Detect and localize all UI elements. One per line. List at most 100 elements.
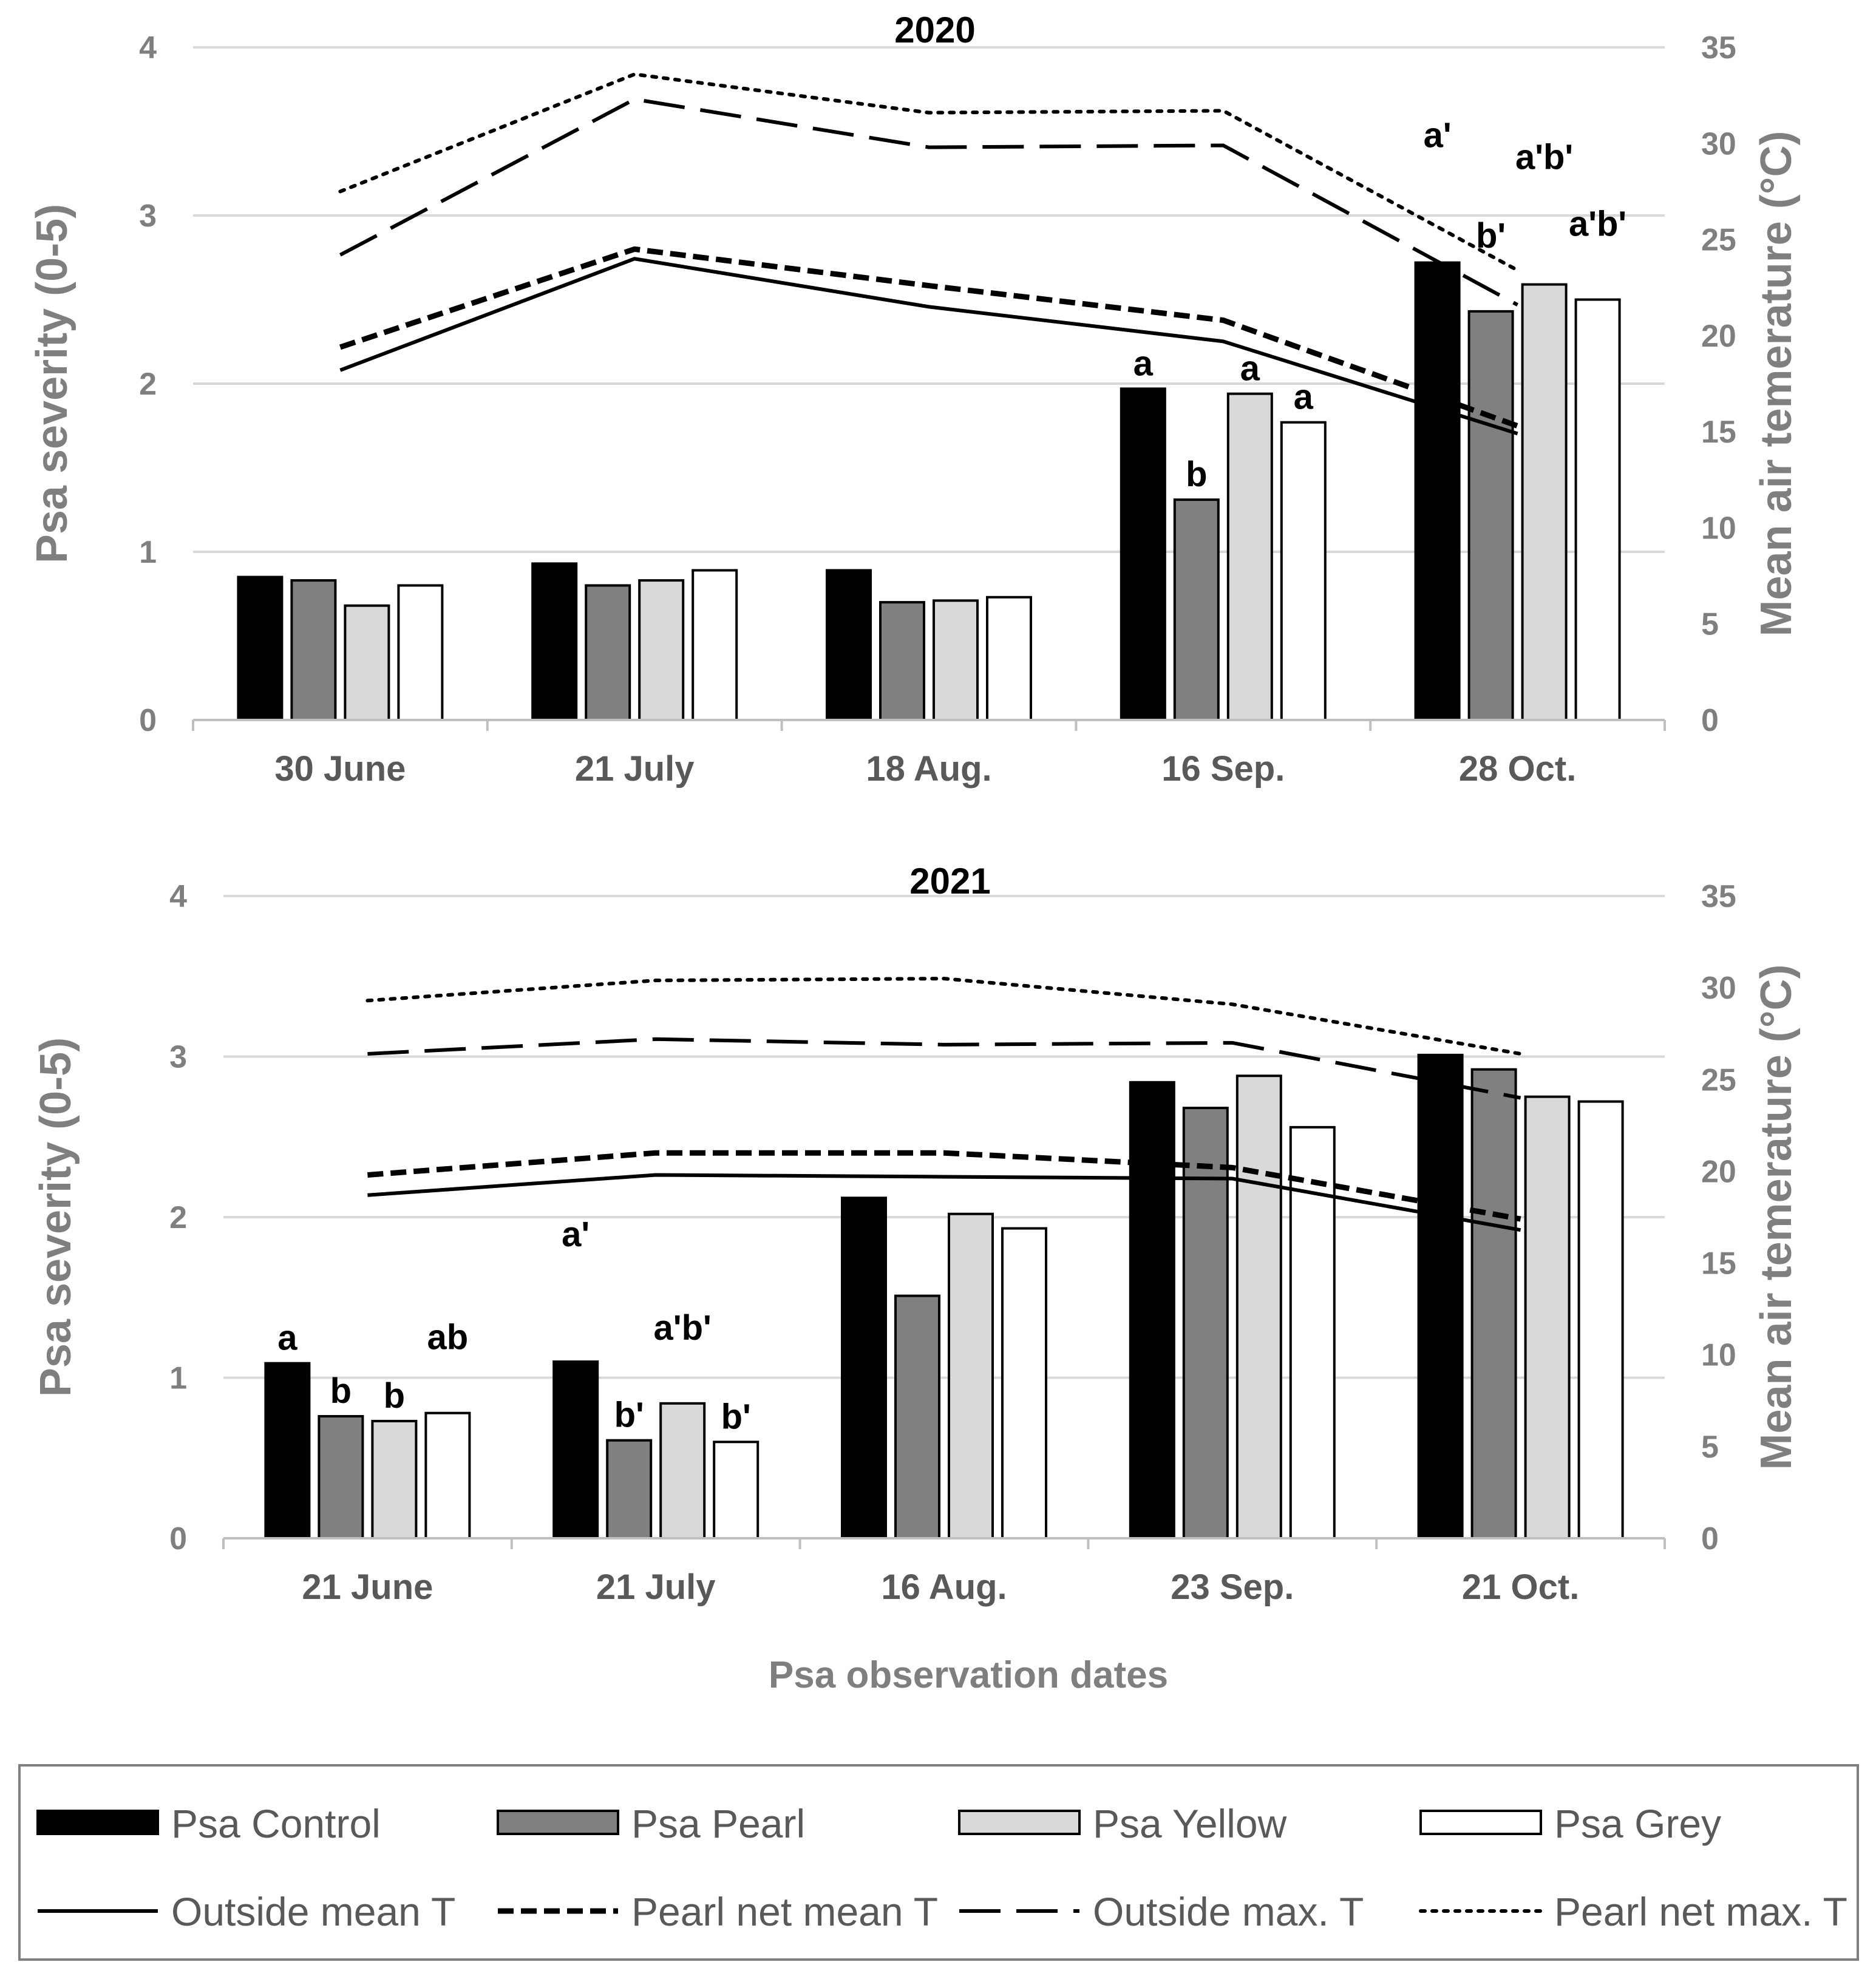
x-axis-title: Psa observation dates bbox=[769, 1654, 1168, 1696]
legend-swatch-control bbox=[36, 1810, 159, 1835]
y2-axis-title: Mean air temerature (°C) bbox=[1752, 131, 1801, 636]
legend-label-net_mean: Pearl net mean T bbox=[631, 1889, 938, 1934]
y2-tick-label: 35 bbox=[1701, 30, 1736, 66]
bar-grey bbox=[692, 569, 738, 721]
chart-title: 2020 bbox=[894, 10, 975, 50]
line-out_mean bbox=[339, 257, 1518, 436]
y-tick-label: 1 bbox=[139, 535, 157, 570]
y-axis-title: Psa severity (0-5) bbox=[28, 204, 76, 563]
significance-label: b bbox=[330, 1371, 352, 1411]
bar-control bbox=[1129, 1081, 1175, 1539]
bar-grey bbox=[397, 584, 444, 722]
y-tick-label: 3 bbox=[169, 1040, 187, 1075]
significance-label: b' bbox=[614, 1396, 644, 1435]
category-label: 23 Sep. bbox=[1171, 1567, 1294, 1607]
bar-grey bbox=[1574, 298, 1621, 721]
category-label: 16 Aug. bbox=[881, 1567, 1007, 1607]
line-net_mean bbox=[339, 246, 1519, 429]
legend-label-pearl: Psa Pearl bbox=[631, 1801, 805, 1846]
significance-label: a bbox=[1294, 378, 1314, 417]
significance-label: a bbox=[277, 1319, 297, 1358]
bar-yellow bbox=[1226, 392, 1273, 721]
significance-label: a'b' bbox=[1515, 138, 1573, 177]
bar-yellow bbox=[371, 1419, 418, 1540]
significance-label: a'b' bbox=[1569, 205, 1626, 244]
significance-label: a' bbox=[1424, 116, 1452, 155]
y-tick-label: 3 bbox=[139, 199, 157, 234]
y2-tick-label: 30 bbox=[1701, 126, 1736, 161]
bar-pearl bbox=[894, 1294, 940, 1539]
bar-yellow bbox=[344, 604, 390, 722]
y2-tick-label: 20 bbox=[1701, 1154, 1736, 1189]
line-out_mean bbox=[367, 1173, 1521, 1232]
y-tick-label: 2 bbox=[139, 367, 157, 402]
category-label: 21 June bbox=[302, 1567, 433, 1607]
legend-label-yellow: Psa Yellow bbox=[1093, 1801, 1287, 1846]
y2-tick-label: 35 bbox=[1701, 879, 1736, 914]
bar-yellow bbox=[933, 599, 979, 722]
bar-yellow bbox=[1235, 1074, 1282, 1539]
y2-tick-label: 15 bbox=[1701, 415, 1736, 450]
significance-label: a bbox=[1240, 349, 1260, 389]
bar-grey bbox=[713, 1441, 760, 1540]
y2-axis-title: Mean air temerature (°C) bbox=[1752, 964, 1801, 1470]
chart-2020: 0 1 2 3 4 0 5 10 15 20 25 30 35 30 June 21 July 18 Aug.… bbox=[28, 10, 1801, 789]
legend-box bbox=[18, 1764, 1859, 1961]
y-tick-label: 1 bbox=[169, 1361, 187, 1396]
y2-tick-label: 30 bbox=[1701, 971, 1736, 1006]
significance-label: b bbox=[1186, 455, 1207, 494]
bar-pearl bbox=[318, 1414, 364, 1539]
bar-grey bbox=[424, 1411, 471, 1539]
y2-tick-label: 25 bbox=[1701, 1062, 1736, 1098]
bar-pearl bbox=[606, 1439, 653, 1540]
bar-control bbox=[1417, 1053, 1464, 1539]
bar-pearl bbox=[1467, 310, 1514, 721]
y2-tick-label: 10 bbox=[1701, 1338, 1736, 1373]
category-label: 16 Sep. bbox=[1161, 749, 1285, 789]
legend-swatch-yellow bbox=[958, 1810, 1081, 1835]
bar-yellow bbox=[659, 1402, 706, 1540]
line-net_mean bbox=[367, 1150, 1521, 1222]
bar-pearl bbox=[1182, 1107, 1229, 1539]
y2-tick-label: 20 bbox=[1701, 319, 1736, 354]
legend-label-net_max: Pearl net max. T bbox=[1554, 1889, 1847, 1934]
legend-label-control: Psa Control bbox=[171, 1801, 381, 1846]
chart-2021: 0 1 2 3 4 0 5 10 15 20 25 30 35 21 June 21 July 16 Aug.… bbox=[32, 861, 1801, 1607]
significance-label: a' bbox=[562, 1215, 590, 1254]
y-tick-label: 0 bbox=[139, 703, 157, 738]
bar-control bbox=[1414, 261, 1461, 721]
significance-label: a'b' bbox=[654, 1308, 712, 1348]
bar-control bbox=[826, 569, 872, 721]
y2-tick-label: 10 bbox=[1701, 511, 1736, 546]
y2-tick-label: 5 bbox=[1701, 1430, 1719, 1465]
bar-yellow bbox=[638, 579, 685, 722]
bar-control bbox=[841, 1197, 887, 1539]
line-out_max bbox=[339, 97, 1519, 307]
significance-label: b' bbox=[721, 1397, 751, 1436]
bar-pearl bbox=[290, 579, 337, 722]
y-tick-label: 2 bbox=[169, 1200, 187, 1235]
y-tick-label: 4 bbox=[139, 30, 157, 66]
y2-tick-label: 0 bbox=[1701, 1521, 1719, 1556]
line-net_max bbox=[365, 977, 1523, 1056]
bar-pearl bbox=[1173, 498, 1220, 721]
bar-pearl bbox=[879, 601, 925, 721]
category-label: 21 July bbox=[596, 1567, 716, 1607]
legend-swatch-pearl bbox=[497, 1810, 619, 1835]
significance-label: ab bbox=[427, 1318, 469, 1357]
significance-label: a bbox=[1133, 344, 1154, 383]
bar-yellow bbox=[1521, 283, 1568, 721]
bar-pearl bbox=[1470, 1068, 1517, 1540]
bar-pearl bbox=[585, 584, 631, 722]
bar-grey bbox=[1577, 1100, 1624, 1540]
chart-title: 2021 bbox=[909, 861, 990, 901]
legend-label-out_max: Outside max. T bbox=[1093, 1889, 1364, 1934]
category-label: 28 Oct. bbox=[1459, 749, 1576, 789]
bar-grey bbox=[986, 596, 1032, 721]
bar-yellow bbox=[948, 1212, 994, 1539]
category-label: 21 July bbox=[575, 749, 695, 789]
y2-tick-label: 15 bbox=[1701, 1246, 1736, 1281]
y2-tick-label: 5 bbox=[1701, 607, 1719, 642]
